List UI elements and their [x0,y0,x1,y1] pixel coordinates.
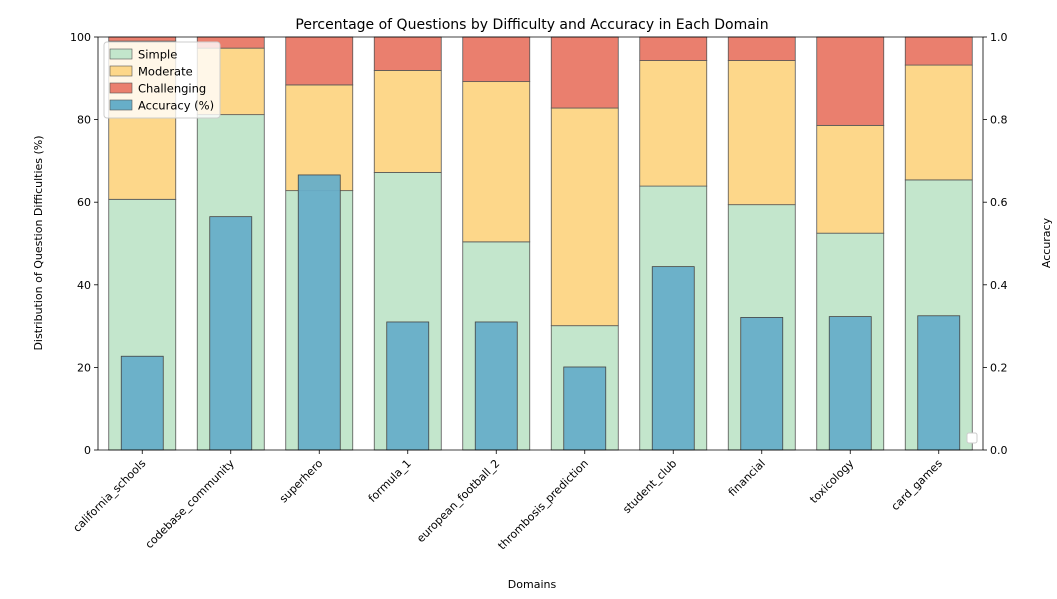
bar-accuracy-financial [740,317,784,451]
x-axis-label: Domains [508,578,557,591]
x-tick-label: toxicology [807,457,856,506]
y2-tick-label: 1.0 [990,31,1008,44]
legend-swatch-moderate [109,65,133,77]
bar-moderate-european_football_2 [462,81,531,243]
legend-swatch-challenging [109,82,133,94]
legend-box [103,41,221,119]
x-tick-label: european_football_2 [414,457,502,545]
bar-moderate-toxicology [816,124,885,234]
x-tick-label: thrombosis_prediction [495,457,590,552]
x-tick-label: student_club [620,457,679,516]
legend-label: Moderate [138,65,193,79]
y-tick-label: 20 [77,361,91,374]
x-tick-label: formula_1 [366,457,414,505]
legend-swatch-accuracy- [109,99,133,111]
y-tick-label: 100 [70,31,91,44]
x-tick-label: codebase_community [143,457,238,552]
y2-tick-label: 0.6 [990,196,1008,209]
bar-moderate-financial [727,60,796,206]
bar-challenging-financial [727,36,796,61]
y2-tick-label: 0.2 [990,361,1008,374]
chart-title: Percentage of Questions by Difficulty an… [295,17,768,33]
secondary-legend-box [966,432,978,444]
x-tick-label: superhero [277,457,326,506]
bar-accuracy-thrombosis_prediction [563,366,607,451]
plot-area: 0 20 40 60 80 100 0.0 0.2 0.4 0.6 0.8 1.0 california… [70,31,1008,552]
bar-accuracy-toxicology [828,316,872,451]
bar-challenging-european_football_2 [462,36,531,83]
bar-challenging-student_club [639,36,708,61]
bar-accuracy-student_club [651,266,695,451]
legend-swatch-simple [109,48,133,60]
bar-accuracy-formula_1 [386,321,430,451]
y2-tick-label: 0.4 [990,279,1008,292]
bar-challenging-thrombosis_prediction [550,36,619,109]
bar-accuracy-card_games [917,315,961,451]
bar-challenging-superhero [285,36,354,86]
bar-accuracy-codebase_community [209,216,253,451]
bar-challenging-toxicology [816,36,885,126]
bar-challenging-card_games [904,36,973,66]
bar-moderate-superhero [285,84,354,192]
bar-accuracy-california_schools [120,355,164,451]
x-tick-label: card_games [889,457,945,513]
x-tick-label: financial [726,457,768,499]
bar-moderate-card_games [904,64,973,181]
y2-axis-label: Accuracy [1040,217,1053,268]
legend-label: Accuracy (%) [138,99,214,113]
y-tick-label: 40 [77,279,91,292]
x-tick-label: california_schools [71,457,149,535]
y-tick-label: 0 [84,444,91,457]
y-tick-label: 60 [77,196,91,209]
legend-label: Challenging [138,82,206,96]
legend-label: Simple [138,48,177,62]
y-axis-label: Distribution of Question Difficulties (%… [32,135,45,350]
bar-moderate-student_club [639,60,708,187]
bar-moderate-thrombosis_prediction [550,107,619,327]
y-tick-label: 80 [77,114,91,127]
y2-tick-label: 0.0 [990,444,1008,457]
bar-moderate-formula_1 [373,70,442,173]
bar-challenging-california_schools [108,36,177,42]
y2-tick-label: 0.8 [990,114,1008,127]
bar-accuracy-european_football_2 [474,321,518,451]
bar-accuracy-superhero [297,174,341,451]
bar-challenging-formula_1 [373,36,442,71]
